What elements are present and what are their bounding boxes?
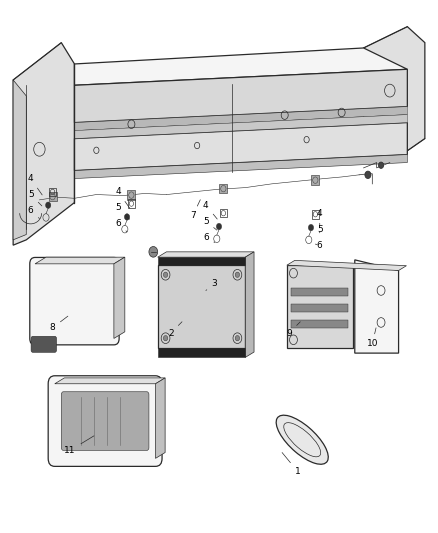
Bar: [220, 209, 227, 217]
Bar: [291, 288, 348, 296]
Text: 8: 8: [49, 316, 68, 332]
Bar: [291, 304, 348, 312]
Ellipse shape: [276, 415, 328, 464]
Text: 5: 5: [317, 225, 323, 233]
Bar: [158, 265, 245, 348]
FancyBboxPatch shape: [30, 257, 119, 345]
Text: 6: 6: [315, 241, 323, 249]
Text: 4: 4: [116, 188, 130, 208]
Circle shape: [378, 162, 384, 168]
Text: 5: 5: [203, 217, 217, 230]
Circle shape: [149, 247, 158, 257]
Text: 2: 2: [168, 322, 182, 337]
Circle shape: [46, 202, 51, 208]
Circle shape: [235, 272, 240, 277]
Bar: [127, 190, 135, 200]
Text: 6: 6: [115, 220, 127, 232]
Text: 1: 1: [282, 453, 301, 476]
Text: 11: 11: [64, 436, 94, 455]
Polygon shape: [13, 43, 74, 245]
Polygon shape: [74, 155, 407, 179]
Polygon shape: [114, 257, 125, 338]
Text: 10: 10: [367, 328, 378, 348]
Circle shape: [308, 224, 314, 231]
Polygon shape: [245, 252, 254, 358]
Bar: [311, 175, 319, 185]
Bar: [158, 348, 245, 358]
Circle shape: [163, 336, 168, 341]
Bar: [219, 184, 227, 193]
Bar: [158, 257, 245, 265]
Polygon shape: [74, 48, 407, 85]
Polygon shape: [74, 107, 407, 131]
Text: 4: 4: [203, 201, 217, 219]
Text: 6: 6: [203, 233, 215, 243]
Bar: [291, 320, 348, 328]
Polygon shape: [35, 257, 125, 264]
FancyBboxPatch shape: [48, 376, 162, 466]
Polygon shape: [74, 123, 407, 171]
Circle shape: [216, 223, 222, 230]
Circle shape: [124, 214, 130, 220]
Circle shape: [365, 171, 371, 179]
FancyBboxPatch shape: [61, 392, 149, 450]
Text: 7: 7: [190, 200, 200, 220]
Polygon shape: [13, 80, 26, 240]
Polygon shape: [158, 252, 254, 257]
Text: 3: 3: [206, 279, 218, 290]
Bar: [128, 199, 135, 208]
Circle shape: [163, 272, 168, 277]
Text: 4: 4: [317, 209, 322, 225]
Polygon shape: [155, 378, 165, 458]
Text: 5: 5: [115, 204, 130, 219]
Polygon shape: [364, 27, 425, 160]
Bar: [49, 188, 56, 196]
Polygon shape: [355, 260, 399, 353]
Bar: [287, 265, 353, 348]
Polygon shape: [74, 115, 407, 139]
Circle shape: [235, 336, 240, 341]
Text: 6: 6: [28, 206, 39, 219]
Polygon shape: [55, 378, 165, 384]
Polygon shape: [287, 261, 406, 271]
Bar: [49, 192, 57, 201]
Bar: [312, 210, 319, 219]
Text: 5: 5: [28, 190, 42, 206]
Text: 4: 4: [28, 174, 42, 195]
Text: 9: 9: [286, 322, 300, 337]
FancyBboxPatch shape: [31, 336, 57, 352]
Polygon shape: [74, 69, 407, 123]
